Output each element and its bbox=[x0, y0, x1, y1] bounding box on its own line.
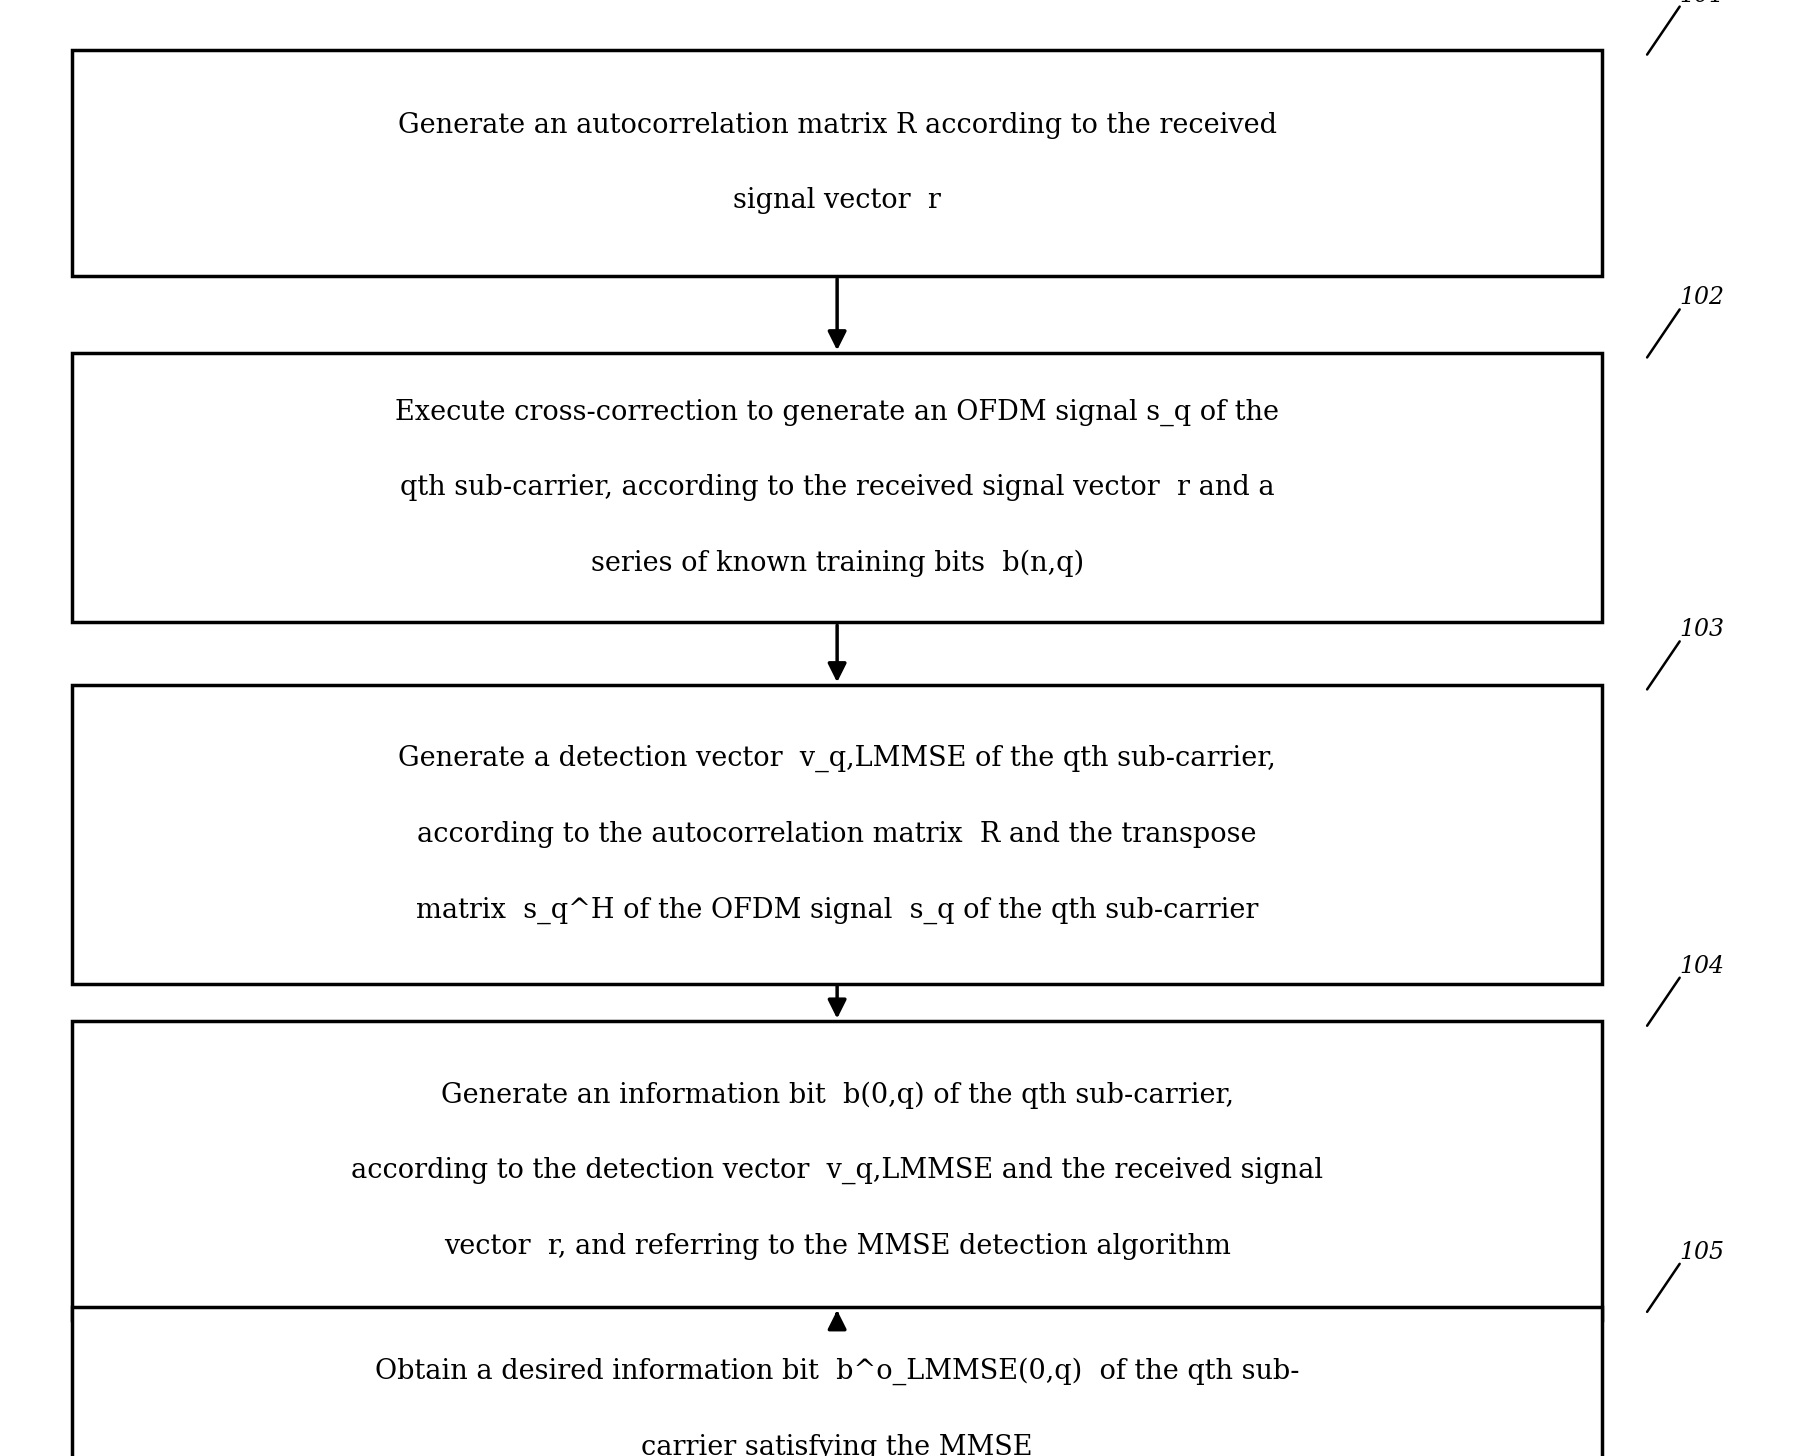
Text: matrix  s_q^H of the OFDM signal  s_q of the qth sub-carrier: matrix s_q^H of the OFDM signal s_q of t… bbox=[416, 897, 1258, 923]
FancyBboxPatch shape bbox=[72, 1022, 1602, 1319]
FancyBboxPatch shape bbox=[72, 50, 1602, 277]
Text: Generate an autocorrelation matrix R according to the received: Generate an autocorrelation matrix R acc… bbox=[398, 112, 1276, 138]
FancyBboxPatch shape bbox=[72, 352, 1602, 622]
Text: qth sub-carrier, according to the received signal vector  r and a: qth sub-carrier, according to the receiv… bbox=[400, 475, 1274, 501]
Text: 101: 101 bbox=[1680, 0, 1725, 6]
Text: Obtain a desired information bit  b^o_LMMSE(0,q)  of the qth sub-: Obtain a desired information bit b^o_LMM… bbox=[375, 1358, 1300, 1385]
Text: series of known training bits  b(n,q): series of known training bits b(n,q) bbox=[590, 550, 1084, 577]
FancyBboxPatch shape bbox=[72, 684, 1602, 984]
Text: carrier satisfying the MMSE: carrier satisfying the MMSE bbox=[641, 1434, 1034, 1456]
Text: vector  r, and referring to the MMSE detection algorithm: vector r, and referring to the MMSE dete… bbox=[443, 1233, 1231, 1259]
Text: Execute cross-correction to generate an OFDM signal s_q of the: Execute cross-correction to generate an … bbox=[395, 399, 1280, 425]
Text: according to the autocorrelation matrix  R and the transpose: according to the autocorrelation matrix … bbox=[418, 821, 1256, 847]
Text: 102: 102 bbox=[1680, 287, 1725, 309]
Text: 104: 104 bbox=[1680, 955, 1725, 978]
Text: 105: 105 bbox=[1680, 1241, 1725, 1264]
Text: 103: 103 bbox=[1680, 619, 1725, 641]
Text: Generate an information bit  b(0,q) of the qth sub-carrier,: Generate an information bit b(0,q) of th… bbox=[440, 1082, 1234, 1108]
Text: Generate a detection vector  v_q,LMMSE of the qth sub-carrier,: Generate a detection vector v_q,LMMSE of… bbox=[398, 745, 1276, 772]
FancyBboxPatch shape bbox=[72, 1307, 1602, 1456]
Text: according to the detection vector  v_q,LMMSE and the received signal: according to the detection vector v_q,LM… bbox=[351, 1158, 1323, 1184]
Text: signal vector  r: signal vector r bbox=[733, 188, 941, 214]
